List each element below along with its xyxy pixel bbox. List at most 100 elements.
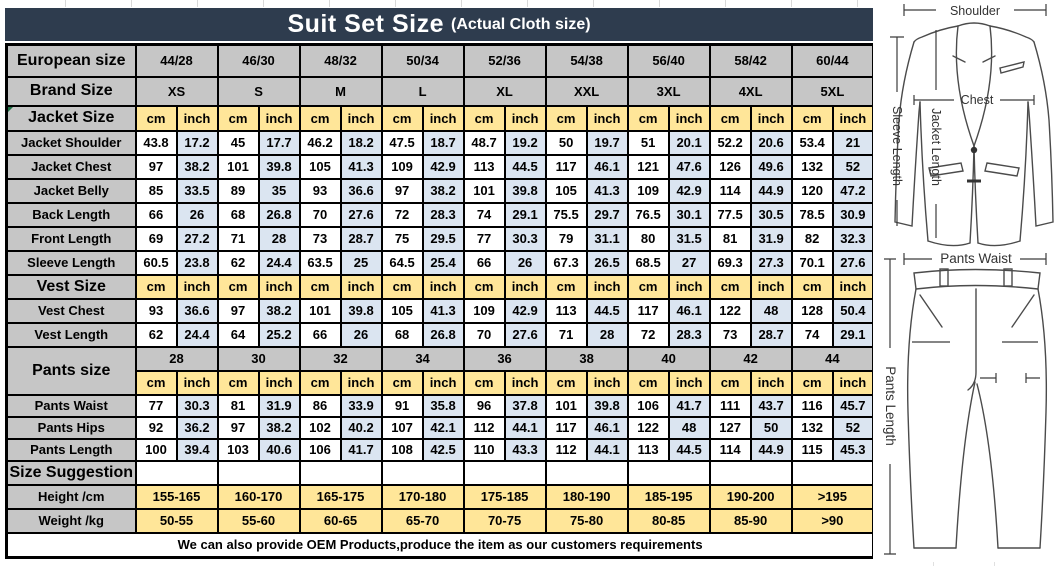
jacket-button — [970, 146, 978, 154]
jacket-inch-value: 19.2 — [503, 129, 547, 156]
pants-size-value: 44 — [790, 345, 875, 372]
jacket-inch-value: 27.6 — [339, 201, 383, 228]
pants-size-value: 36 — [462, 345, 547, 372]
jacket-unit-header: cm — [134, 104, 178, 132]
pants-inch-value: 36.2 — [175, 415, 219, 440]
suggestion-range-value: 50-55 — [134, 507, 219, 534]
jacket-inch-value: 39.8 — [503, 177, 547, 204]
jacket-inch-value: 44.9 — [749, 177, 793, 204]
jacket-cm-value: 78.5 — [790, 201, 834, 228]
jacket-size-label: Jacket Size — [5, 104, 137, 132]
vest-inch-value: 28 — [585, 321, 629, 348]
pants-cm-value: 91 — [380, 393, 424, 418]
suggestion-range-value: 65-70 — [380, 507, 465, 534]
jacket-cm-value: 97 — [380, 177, 424, 204]
pants-diagram: Pants Waist — [873, 250, 1055, 562]
jacket-inch-value: 27.6 — [831, 249, 875, 276]
brand-size-value: 5XL — [790, 75, 875, 107]
jacket-cm-value: 46.2 — [298, 129, 342, 156]
brand-size-value: XXL — [544, 75, 629, 107]
european-size-label: European size — [5, 43, 137, 78]
pants-unit-header: inch — [257, 369, 301, 396]
pants-inch-value: 44.5 — [667, 437, 711, 462]
brand-size-value: L — [380, 75, 465, 107]
jacket-unit-header: inch — [831, 104, 875, 132]
european-size-value: 60/44 — [790, 43, 875, 78]
jacket-inch-value: 33.5 — [175, 177, 219, 204]
jacket-cm-value: 60.5 — [134, 249, 178, 276]
pants-inch-value: 40.6 — [257, 437, 301, 462]
pants-inch-value: 45.3 — [831, 437, 875, 462]
jacket-cm-value: 80 — [626, 225, 670, 252]
pants-unit-header: inch — [749, 369, 793, 396]
jacket-unit-header: cm — [462, 104, 506, 132]
pants-cm-value: 96 — [462, 393, 506, 418]
vest-cm-value: 93 — [134, 297, 178, 324]
jacket-inch-value: 41.3 — [585, 177, 629, 204]
jacket-cm-value: 70.1 — [790, 249, 834, 276]
jacket-cm-value: 77.5 — [708, 201, 752, 228]
jacket-inch-value: 19.7 — [585, 129, 629, 156]
pants-unit-header: inch — [421, 369, 465, 396]
jacket-cm-value: 105 — [544, 177, 588, 204]
pants-measure-ticks — [912, 341, 1040, 383]
pants-inch-value: 45.7 — [831, 393, 875, 418]
vest-cm-value: 101 — [298, 297, 342, 324]
jacket-unit-header: inch — [257, 104, 301, 132]
jacket-inch-value: 30.9 — [831, 201, 875, 228]
jacket-cm-value: 126 — [708, 153, 752, 180]
pants-inch-value: 31.9 — [257, 393, 301, 418]
pants-row-label: Pants Hips — [5, 415, 137, 440]
jacket-inch-value: 20.1 — [667, 129, 711, 156]
jacket-inch-value: 31.1 — [585, 225, 629, 252]
jacket-inch-value: 36.6 — [339, 177, 383, 204]
jacket-cm-value: 113 — [462, 153, 506, 180]
suggestion-row-label: Height /cm — [5, 483, 137, 510]
suggestion-range-value: 190-200 — [708, 483, 793, 510]
vest-inch-value: 36.6 — [175, 297, 219, 324]
jacket-cm-value: 45 — [216, 129, 260, 156]
jacket-diagram: Shoulder — [873, 0, 1055, 250]
suggestion-range-value: 165-175 — [298, 483, 383, 510]
jacket-unit-header: cm — [380, 104, 424, 132]
pants-cm-value: 113 — [626, 437, 670, 462]
jacket-inch-value: 28.3 — [421, 201, 465, 228]
jacket-inch-value: 32.3 — [831, 225, 875, 252]
european-size-value: 56/40 — [626, 43, 711, 78]
pants-cm-value: 110 — [462, 437, 506, 462]
vest-inch-value: 41.3 — [421, 297, 465, 324]
jacket-length-label: Jacket Length — [929, 108, 943, 186]
jacket-inch-value: 17.2 — [175, 129, 219, 156]
pants-cm-value: 86 — [298, 393, 342, 418]
jacket-inch-value: 38.2 — [175, 153, 219, 180]
pants-cm-value: 106 — [626, 393, 670, 418]
pants-cm-value: 102 — [298, 415, 342, 440]
jacket-inch-value: 21 — [831, 129, 875, 156]
jacket-inch-value: 27 — [667, 249, 711, 276]
jacket-inch-value: 35 — [257, 177, 301, 204]
vest-unit-header: inch — [503, 273, 547, 300]
pants-inch-value: 50 — [749, 415, 793, 440]
pants-inch-value: 39.8 — [585, 393, 629, 418]
pants-inch-value: 52 — [831, 415, 875, 440]
pants-unit-header: cm — [380, 369, 424, 396]
jacket-cm-value: 70 — [298, 201, 342, 228]
jacket-cm-value: 66 — [462, 249, 506, 276]
vest-inch-value: 50.4 — [831, 297, 875, 324]
jacket-cm-value: 69 — [134, 225, 178, 252]
pants-unit-header: cm — [790, 369, 834, 396]
pants-waist-label: Pants Waist — [940, 251, 1012, 266]
jacket-cm-value: 63.5 — [298, 249, 342, 276]
jacket-inch-value: 52 — [831, 153, 875, 180]
pants-cm-value: 77 — [134, 393, 178, 418]
vest-unit-header: cm — [380, 273, 424, 300]
pants-inch-value: 35.8 — [421, 393, 465, 418]
vest-inch-value: 24.4 — [175, 321, 219, 348]
pants-row-label: Pants Waist — [5, 393, 137, 418]
vest-inch-value: 46.1 — [667, 297, 711, 324]
jacket-cm-value: 109 — [626, 177, 670, 204]
suggestion-range-value: 80-85 — [626, 507, 711, 534]
vest-cm-value: 97 — [216, 297, 260, 324]
pants-cm-value: 122 — [626, 415, 670, 440]
vest-cm-value: 62 — [134, 321, 178, 348]
